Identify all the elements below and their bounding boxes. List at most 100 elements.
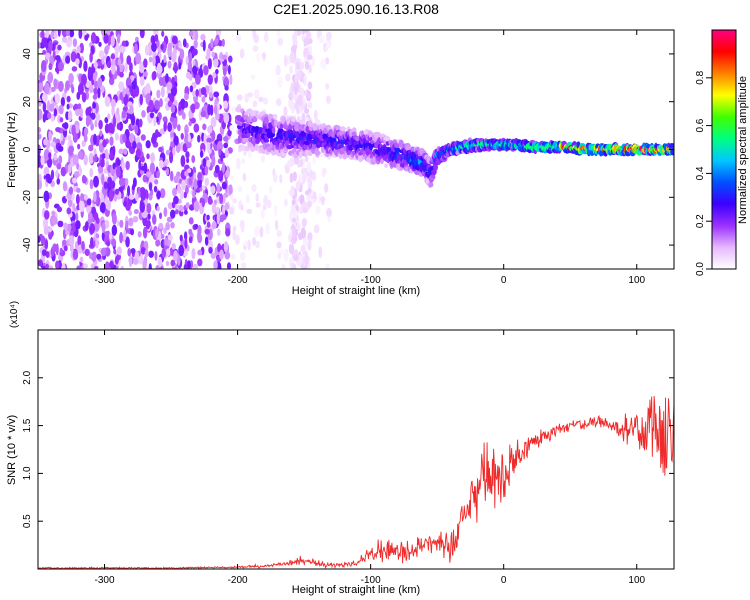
heatmap-cell: [138, 118, 143, 128]
heatmap-cell: [43, 210, 50, 220]
heatmap-cell: [68, 73, 74, 84]
heatmap-cell: [60, 96, 66, 107]
heatmap-cell: [221, 162, 226, 173]
heatmap-cell: [56, 163, 62, 170]
heatmap-cell: [209, 92, 213, 99]
heatmap-cell: [247, 239, 251, 251]
heatmap-cell: [96, 253, 102, 260]
heatmap-cell: [154, 99, 160, 110]
heatmap-cell: [170, 259, 176, 267]
snr-line-layer: [38, 395, 674, 569]
heatmap-cell: [132, 93, 136, 99]
heatmap-cell: [227, 147, 233, 154]
chart-title: C2E1.2025.090.16.13.R08: [273, 1, 439, 17]
heatmap-cell: [85, 80, 91, 89]
heatmap-cell: [146, 153, 150, 160]
heatmap-cell: [123, 200, 127, 207]
heatmap-cell: [111, 212, 117, 225]
heatmap-cell: [90, 236, 94, 248]
heatmap-cell: [224, 202, 229, 212]
heatmap-cell: [139, 201, 146, 213]
heatmap-cell: [207, 198, 213, 205]
colorbar-tick-label: 0.8: [695, 70, 706, 84]
heatmap-cell: [279, 173, 283, 184]
heatmap-cell: [148, 181, 153, 192]
heatmap-cell: [202, 39, 206, 52]
heatmap-cell: [273, 173, 278, 183]
heatmap-cell: [219, 193, 224, 205]
heatmap-cell: [158, 146, 163, 153]
heatmap-cell: [265, 222, 270, 235]
heatmap-cell: [48, 131, 53, 142]
heatmap-cell: [77, 244, 83, 254]
heatmap-cell: [277, 252, 282, 260]
heatmap-cell: [171, 243, 176, 250]
heatmap-cell: [197, 233, 203, 244]
heatmap-cell: [313, 224, 320, 234]
heatmap-cell: [156, 89, 161, 99]
heatmap-cell: [111, 238, 117, 247]
snr-ytick-label: 1.0: [22, 466, 33, 480]
heatmap-cell: [125, 160, 130, 171]
heatmap-cell: [100, 247, 107, 257]
heatmap-cell: [205, 54, 210, 60]
heatmap-cell: [62, 181, 68, 192]
colorbar-label: Normalized spectral amplitude: [737, 76, 749, 224]
heatmap-cell: [153, 114, 157, 127]
heatmap-cell: [184, 100, 189, 108]
heatmap-cell: [38, 180, 43, 190]
heatmap-cell: [285, 73, 291, 82]
heatmap-cell: [138, 159, 142, 172]
heatmap-cell: [41, 30, 45, 39]
heatmap-cell: [139, 61, 145, 74]
heatmap-cell: [299, 130, 307, 138]
heatmap-cell: [188, 51, 193, 63]
heatmap-cell: [207, 125, 213, 134]
heatmap-cell: [104, 96, 111, 107]
heatmap-cell: [144, 249, 149, 258]
heatmap-cell: [670, 148, 674, 156]
heatmap-cell: [264, 31, 269, 43]
heatmap-cell: [47, 112, 52, 120]
heatmap-cell: [118, 148, 124, 155]
heatmap-cell: [229, 125, 235, 131]
heatmap-cell: [66, 40, 72, 48]
heatmap-cell: [229, 74, 233, 86]
heatmap-cell: [172, 146, 176, 156]
heatmap-cell: [178, 101, 182, 112]
heatmap-cell: [60, 132, 64, 142]
heatmap-cell: [318, 35, 325, 44]
heatmap-cell: [179, 48, 185, 60]
heatmap-cell: [204, 177, 210, 187]
heatmap-cell: [118, 177, 125, 187]
heatmap-cell: [260, 209, 266, 219]
heatmap-cell: [50, 169, 55, 180]
heatmap-cell: [135, 193, 139, 202]
heatmap-cell: [93, 212, 99, 221]
heatmap-cell: [38, 42, 41, 49]
heatmap-cell: [92, 94, 98, 100]
heatmap-cell: [118, 81, 125, 91]
heatmap-cell: [199, 150, 204, 158]
heatmap-cell: [165, 167, 170, 176]
heatmap-cell: [188, 204, 195, 211]
heatmap-cell: [179, 188, 184, 200]
heatmap-cell: [116, 219, 120, 227]
heatmap-cell: [150, 174, 155, 183]
heatmap-cell: [219, 214, 225, 223]
heatmap-cell: [51, 216, 58, 225]
heatmap-cell: [112, 116, 117, 128]
heatmap-cell: [188, 236, 193, 244]
heatmap-cell: [184, 128, 188, 138]
heatmap-cell: [294, 30, 298, 41]
heatmap-cell: [314, 150, 321, 156]
heatmap-cell: [172, 187, 178, 197]
heatmap-cell: [84, 34, 89, 41]
heatmap-cell: [41, 265, 47, 269]
heatmap-cell: [213, 58, 219, 68]
heatmap-cell: [197, 177, 202, 188]
heatmap-cell: [83, 154, 88, 166]
heatmap-cell: [75, 58, 80, 66]
heatmap-cell: [93, 87, 98, 96]
heatmap-cell: [227, 129, 232, 137]
